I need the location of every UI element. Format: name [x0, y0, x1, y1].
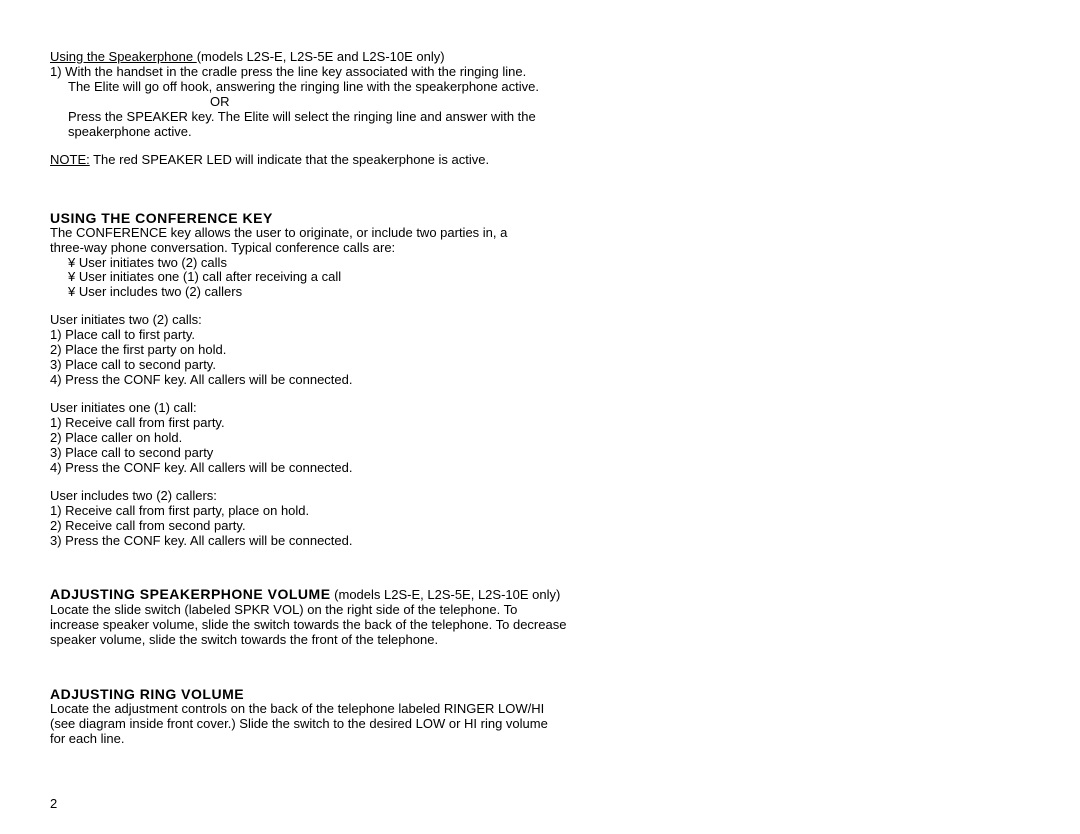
list-item: 4) Press the CONF key. All callers will … — [50, 461, 1030, 476]
bullet: ¥ User includes two (2) callers — [50, 285, 1030, 300]
list-item: 2) Place caller on hold. — [50, 431, 1030, 446]
note-text: The red SPEAKER LED will indicate that t… — [90, 152, 489, 167]
paragraph-line: increase speaker volume, slide the switc… — [50, 618, 1030, 633]
subhead: User includes two (2) callers: — [50, 489, 1030, 504]
spacer — [50, 666, 1030, 686]
document-page: Using the Speakerphone (models L2S-E, L2… — [0, 0, 1080, 834]
list-item: 3) Place call to second party — [50, 446, 1030, 461]
paragraph-line: Locate the adjustment controls on the ba… — [50, 702, 1030, 717]
note-label: NOTE: — [50, 152, 90, 167]
list-item-cont: The Elite will go off hook, answering th… — [50, 80, 1030, 95]
list-item: 2) Receive call from second party. — [50, 519, 1030, 534]
ring-volume-heading: ADJUSTING RING VOLUME — [50, 686, 1030, 702]
paragraph-line: speaker volume, slide the switch towards… — [50, 633, 1030, 648]
speaker-volume-section: ADJUSTING SPEAKERPHONE VOLUME (models L2… — [50, 586, 1030, 648]
speaker-volume-heading-line: ADJUSTING SPEAKERPHONE VOLUME (models L2… — [50, 586, 1030, 603]
bullet: ¥ User initiates one (1) call after rece… — [50, 270, 1030, 285]
page-number: 2 — [50, 797, 57, 812]
speaker-volume-heading: ADJUSTING SPEAKERPHONE VOLUME — [50, 586, 331, 602]
paragraph-line: Locate the slide switch (labeled SPKR VO… — [50, 603, 1030, 618]
speakerphone-subhead: Using the Speakerphone — [50, 49, 197, 64]
bullet: ¥ User initiates two (2) calls — [50, 256, 1030, 271]
spacer — [50, 566, 1030, 586]
conference-section: USING THE CONFERENCE KEY The CONFERENCE … — [50, 210, 1030, 549]
line: Using the Speakerphone (models L2S-E, L2… — [50, 50, 1030, 65]
subhead: User initiates one (1) call: — [50, 401, 1030, 416]
conference-heading: USING THE CONFERENCE KEY — [50, 210, 1030, 226]
or-separator: OR — [50, 95, 1030, 110]
speakerphone-section: Using the Speakerphone (models L2S-E, L2… — [50, 50, 1030, 168]
paragraph-line: (see diagram inside front cover.) Slide … — [50, 717, 1030, 732]
subhead: User initiates two (2) calls: — [50, 313, 1030, 328]
paragraph-line: for each line. — [50, 732, 1030, 747]
list-item: 1) Receive call from first party. — [50, 416, 1030, 431]
list-item: 1) With the handset in the cradle press … — [50, 65, 1030, 80]
model-note: (models L2S-E, L2S-5E and L2S-10E only) — [197, 49, 445, 64]
ring-volume-section: ADJUSTING RING VOLUME Locate the adjustm… — [50, 686, 1030, 747]
list-item-cont: Press the SPEAKER key. The Elite will se… — [50, 110, 1030, 125]
list-item: 1) Place call to first party. — [50, 328, 1030, 343]
spacer — [50, 186, 1030, 210]
speaker-volume-models: (models L2S-E, L2S-5E, L2S-10E only) — [331, 587, 561, 602]
list-item: 4) Press the CONF key. All callers will … — [50, 373, 1030, 388]
note-line: NOTE: The red SPEAKER LED will indicate … — [50, 153, 1030, 168]
list-item: 1) Receive call from first party, place … — [50, 504, 1030, 519]
paragraph-line: The CONFERENCE key allows the user to or… — [50, 226, 1030, 241]
list-item: 2) Place the first party on hold. — [50, 343, 1030, 358]
list-item: 3) Press the CONF key. All callers will … — [50, 534, 1030, 549]
paragraph-line: three-way phone conversation. Typical co… — [50, 241, 1030, 256]
list-item-cont: speakerphone active. — [50, 125, 1030, 140]
list-item: 3) Place call to second party. — [50, 358, 1030, 373]
